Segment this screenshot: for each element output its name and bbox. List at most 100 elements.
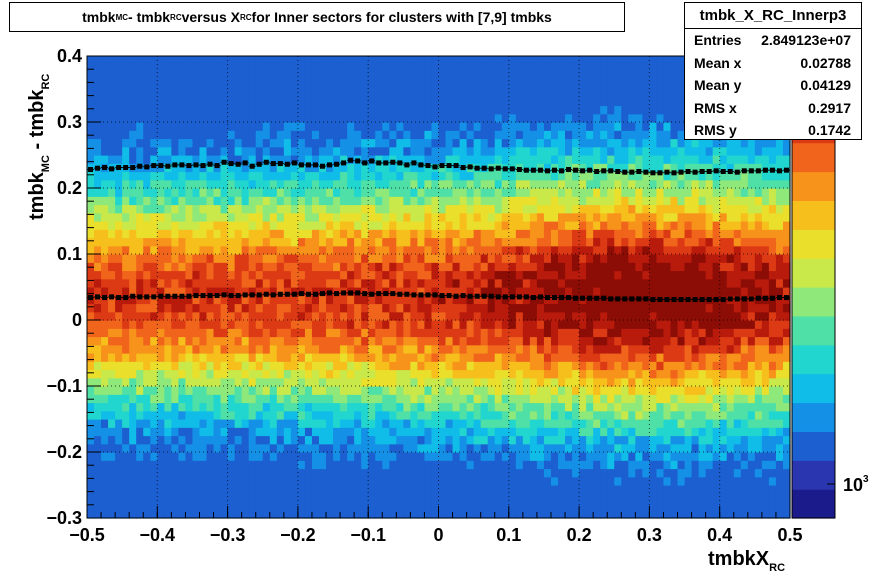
heat-cell <box>108 287 116 296</box>
heat-cell <box>452 460 461 470</box>
heat-cell <box>424 237 433 247</box>
heat-cell <box>171 262 179 272</box>
heat-cell <box>522 97 531 107</box>
heat-cell <box>691 468 700 478</box>
heat-cell <box>628 287 636 296</box>
heat-cell <box>508 179 517 189</box>
heat-cell <box>178 221 187 230</box>
heat-cell <box>185 485 194 494</box>
heat-cell <box>115 188 123 197</box>
heat-cell <box>368 476 376 486</box>
heat-cell <box>333 212 341 222</box>
heat-cell <box>164 402 172 412</box>
heat-cell <box>600 80 608 90</box>
heat-cell <box>136 468 144 478</box>
heat-cell <box>241 320 250 329</box>
heat-cell <box>515 336 524 346</box>
heat-cell <box>318 419 327 428</box>
heat-cell <box>452 303 461 313</box>
heat-cell <box>269 122 278 131</box>
heat-cell <box>536 452 545 461</box>
heat-cell <box>115 262 123 272</box>
heat-cell <box>101 204 109 214</box>
heat-cell <box>157 493 165 503</box>
heat-cell <box>220 237 229 247</box>
heat-cell <box>255 377 264 387</box>
heat-cell <box>614 163 622 173</box>
heat-cell <box>431 435 440 445</box>
heat-cell <box>157 130 165 140</box>
heat-cell <box>361 336 369 346</box>
heat-cell <box>311 336 320 346</box>
heat-cell <box>304 468 313 478</box>
heat-cell <box>550 320 559 329</box>
heat-cell <box>550 287 559 296</box>
heat-cell <box>656 262 665 272</box>
heat-cell <box>529 452 538 461</box>
heat-cell <box>515 410 524 420</box>
heat-cell <box>677 188 686 197</box>
heat-cell <box>536 97 545 107</box>
heat-cell <box>487 427 496 437</box>
heat-cell <box>445 386 454 395</box>
heat-cell <box>656 204 665 214</box>
heat-cell <box>333 336 341 346</box>
heat-cell <box>515 320 524 329</box>
heat-cell <box>333 130 341 140</box>
heat-cell <box>178 468 187 478</box>
heat-cell <box>368 270 376 280</box>
heat-cell <box>262 377 271 387</box>
heat-cell <box>529 163 538 173</box>
heat-cell <box>642 270 650 280</box>
heat-cell <box>340 468 348 478</box>
heat-cell <box>101 130 109 140</box>
heat-cell <box>396 163 404 173</box>
heat-cell <box>150 493 158 503</box>
heat-cell <box>558 402 566 412</box>
heat-cell <box>164 460 172 470</box>
heat-cell <box>410 386 419 395</box>
heat-cell <box>677 196 686 206</box>
heat-cell <box>473 64 482 74</box>
heat-cell <box>607 353 615 362</box>
heat-cell <box>466 320 475 329</box>
heat-cell <box>150 287 158 296</box>
heat-cell <box>593 427 601 437</box>
heat-cell <box>171 179 179 189</box>
heat-cell <box>389 270 397 280</box>
heat-cell <box>558 386 566 395</box>
heat-cell <box>290 221 299 230</box>
heat-cell <box>340 320 348 329</box>
heat-cell <box>136 394 144 404</box>
heat-cell <box>143 130 151 140</box>
heat-cell <box>347 97 355 107</box>
heat-cell <box>600 460 608 470</box>
heat-cell <box>234 303 243 313</box>
heat-cell <box>192 254 201 263</box>
heat-cell <box>347 303 355 313</box>
heat-cell <box>101 229 109 239</box>
heat-cell <box>304 138 313 148</box>
heat-cell <box>473 311 482 321</box>
heat-cell <box>410 229 419 239</box>
heat-cell <box>143 476 151 486</box>
heat-cell <box>614 485 622 494</box>
heat-cell <box>262 122 271 131</box>
heat-cell <box>649 427 658 437</box>
heat-cell <box>382 501 390 511</box>
heat-cell <box>677 245 686 255</box>
heat-cell <box>698 221 707 230</box>
heat-cell <box>536 344 545 354</box>
heat-cell <box>410 303 419 313</box>
heat-cell <box>403 443 411 453</box>
heat-cell <box>459 501 468 511</box>
heat-cell <box>635 245 643 255</box>
heat-cell <box>389 188 397 197</box>
heat-cell <box>227 410 236 420</box>
heat-cell <box>501 89 510 98</box>
heat-cell <box>642 237 650 247</box>
heat-cell <box>276 64 285 74</box>
heat-cell <box>466 336 475 346</box>
heat-cell <box>649 64 658 74</box>
heat-cell <box>326 328 334 338</box>
